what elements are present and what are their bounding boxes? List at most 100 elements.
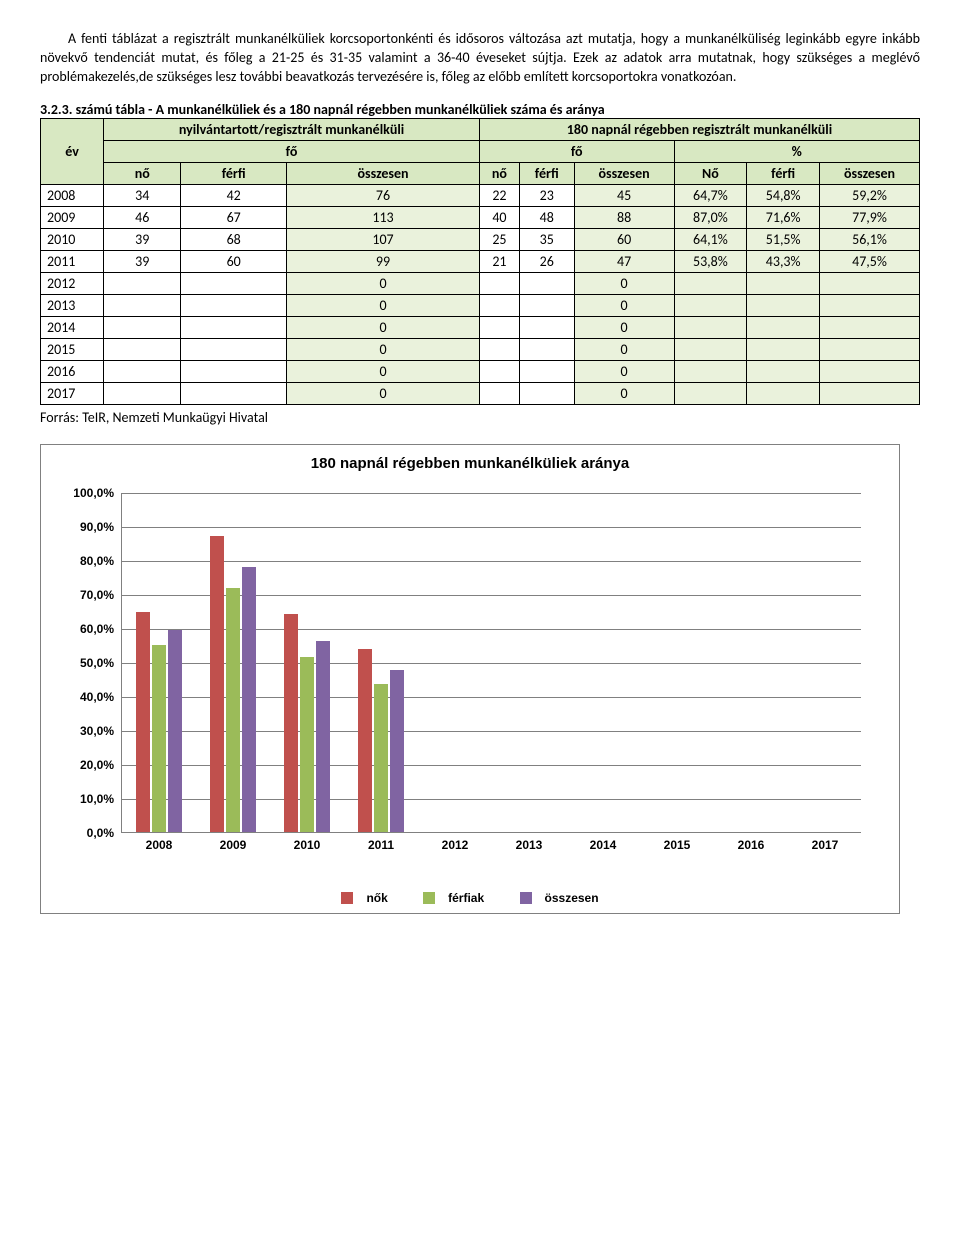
cell-n2: 25: [479, 228, 519, 250]
th-Nop: Nő: [674, 162, 747, 184]
cell-ev: 2013: [41, 294, 104, 316]
table-row: 2010396810725356064,1%51,5%56,1%: [41, 228, 920, 250]
cell-n2: [479, 272, 519, 294]
cell-f2: 35: [519, 228, 574, 250]
cell-f1: [181, 338, 287, 360]
cell-n1: [104, 338, 181, 360]
cell-np: [674, 382, 747, 404]
table-row: 201500: [41, 338, 920, 360]
cell-n1: [104, 316, 181, 338]
xtick: 2017: [812, 832, 839, 852]
bar: [374, 684, 388, 831]
legend-ferfiak: férfiak: [415, 891, 492, 905]
th-ferfi1: férfi: [181, 162, 287, 184]
cell-n1: [104, 272, 181, 294]
bar: [316, 641, 330, 832]
xtick: 2008: [146, 832, 173, 852]
cell-o1: 0: [287, 294, 480, 316]
cell-np: 64,1%: [674, 228, 747, 250]
cell-np: [674, 338, 747, 360]
cell-fp: [747, 382, 820, 404]
cell-fp: 43,3%: [747, 250, 820, 272]
table-title: 3.2.3. számú tábla - A munkanélküliek és…: [40, 101, 920, 118]
th-ossz1: összesen: [287, 162, 480, 184]
legend-osszesen: összesen: [512, 891, 607, 905]
table-row: 201139609921264753,8%43,3%47,5%: [41, 250, 920, 272]
cell-o1: 0: [287, 360, 480, 382]
cell-op: 47,5%: [820, 250, 920, 272]
cell-fp: [747, 316, 820, 338]
table-row: 201200: [41, 272, 920, 294]
cell-f2: [519, 382, 574, 404]
th-no2: nő: [479, 162, 519, 184]
cell-o2: 47: [574, 250, 674, 272]
cell-f1: 60: [181, 250, 287, 272]
cell-ev: 2015: [41, 338, 104, 360]
cell-n1: 34: [104, 184, 181, 206]
ytick: 70,0%: [80, 588, 122, 602]
chart-plot-area: 0,0%10,0%20,0%30,0%40,0%50,0%60,0%70,0%8…: [121, 493, 861, 833]
cell-f2: 23: [519, 184, 574, 206]
cell-o1: 0: [287, 272, 480, 294]
cell-o2: 0: [574, 272, 674, 294]
bar: [210, 536, 224, 832]
cell-op: [820, 360, 920, 382]
cell-f1: [181, 294, 287, 316]
cell-o1: 0: [287, 316, 480, 338]
table-row: 2014 0 0: [41, 316, 920, 338]
th-ferfip: férfi: [747, 162, 820, 184]
table-row: 200834427622234564,7%54,8%59,2%: [41, 184, 920, 206]
chart-legend: nők férfiak összesen: [41, 891, 899, 907]
cell-np: [674, 272, 747, 294]
th-ferfi2: férfi: [519, 162, 574, 184]
cell-o2: 60: [574, 228, 674, 250]
th-group2: 180 napnál régebben regisztrált munkanél…: [479, 118, 919, 140]
th-pct: %: [674, 140, 920, 162]
cell-n2: [479, 294, 519, 316]
chart-title: 180 napnál régebben munkanélküliek arány…: [41, 445, 899, 472]
ytick: 90,0%: [80, 520, 122, 534]
cell-f2: [519, 294, 574, 316]
table-row: 2009466711340488887,0%71,6%77,9%: [41, 206, 920, 228]
bar: [152, 645, 166, 831]
cell-o1: 113: [287, 206, 480, 228]
legend-nok: nők: [333, 891, 395, 905]
cell-f2: 48: [519, 206, 574, 228]
xtick: 2011: [368, 832, 394, 852]
cell-o2: 88: [574, 206, 674, 228]
xtick: 2009: [220, 832, 247, 852]
table-row: 201600: [41, 360, 920, 382]
ytick: 10,0%: [80, 792, 122, 806]
cell-f1: 68: [181, 228, 287, 250]
cell-n2: [479, 316, 519, 338]
cell-o1: 107: [287, 228, 480, 250]
cell-o2: 0: [574, 294, 674, 316]
cell-o2: 0: [574, 316, 674, 338]
cell-f1: [181, 360, 287, 382]
ytick: 20,0%: [80, 758, 122, 772]
unemployment-table: év nyilvántartott/regisztrált munkanélkü…: [40, 118, 920, 405]
cell-f2: [519, 360, 574, 382]
xtick: 2016: [738, 832, 765, 852]
cell-n1: 46: [104, 206, 181, 228]
cell-o1: 0: [287, 382, 480, 404]
cell-o2: 0: [574, 338, 674, 360]
cell-ev: 2014: [41, 316, 104, 338]
bar: [284, 614, 298, 832]
cell-f1: [181, 272, 287, 294]
cell-op: [820, 382, 920, 404]
th-fo1: fő: [104, 140, 480, 162]
cell-o1: 99: [287, 250, 480, 272]
bar: [390, 670, 404, 832]
cell-ev: 2016: [41, 360, 104, 382]
cell-n2: 21: [479, 250, 519, 272]
cell-op: 56,1%: [820, 228, 920, 250]
xtick: 2014: [590, 832, 617, 852]
cell-fp: [747, 360, 820, 382]
cell-ev: 2011: [41, 250, 104, 272]
th-group1: nyilvántartott/regisztrált munkanélküli: [104, 118, 480, 140]
ytick: 60,0%: [80, 622, 122, 636]
cell-fp: 71,6%: [747, 206, 820, 228]
cell-f2: 26: [519, 250, 574, 272]
bar: [300, 657, 314, 832]
